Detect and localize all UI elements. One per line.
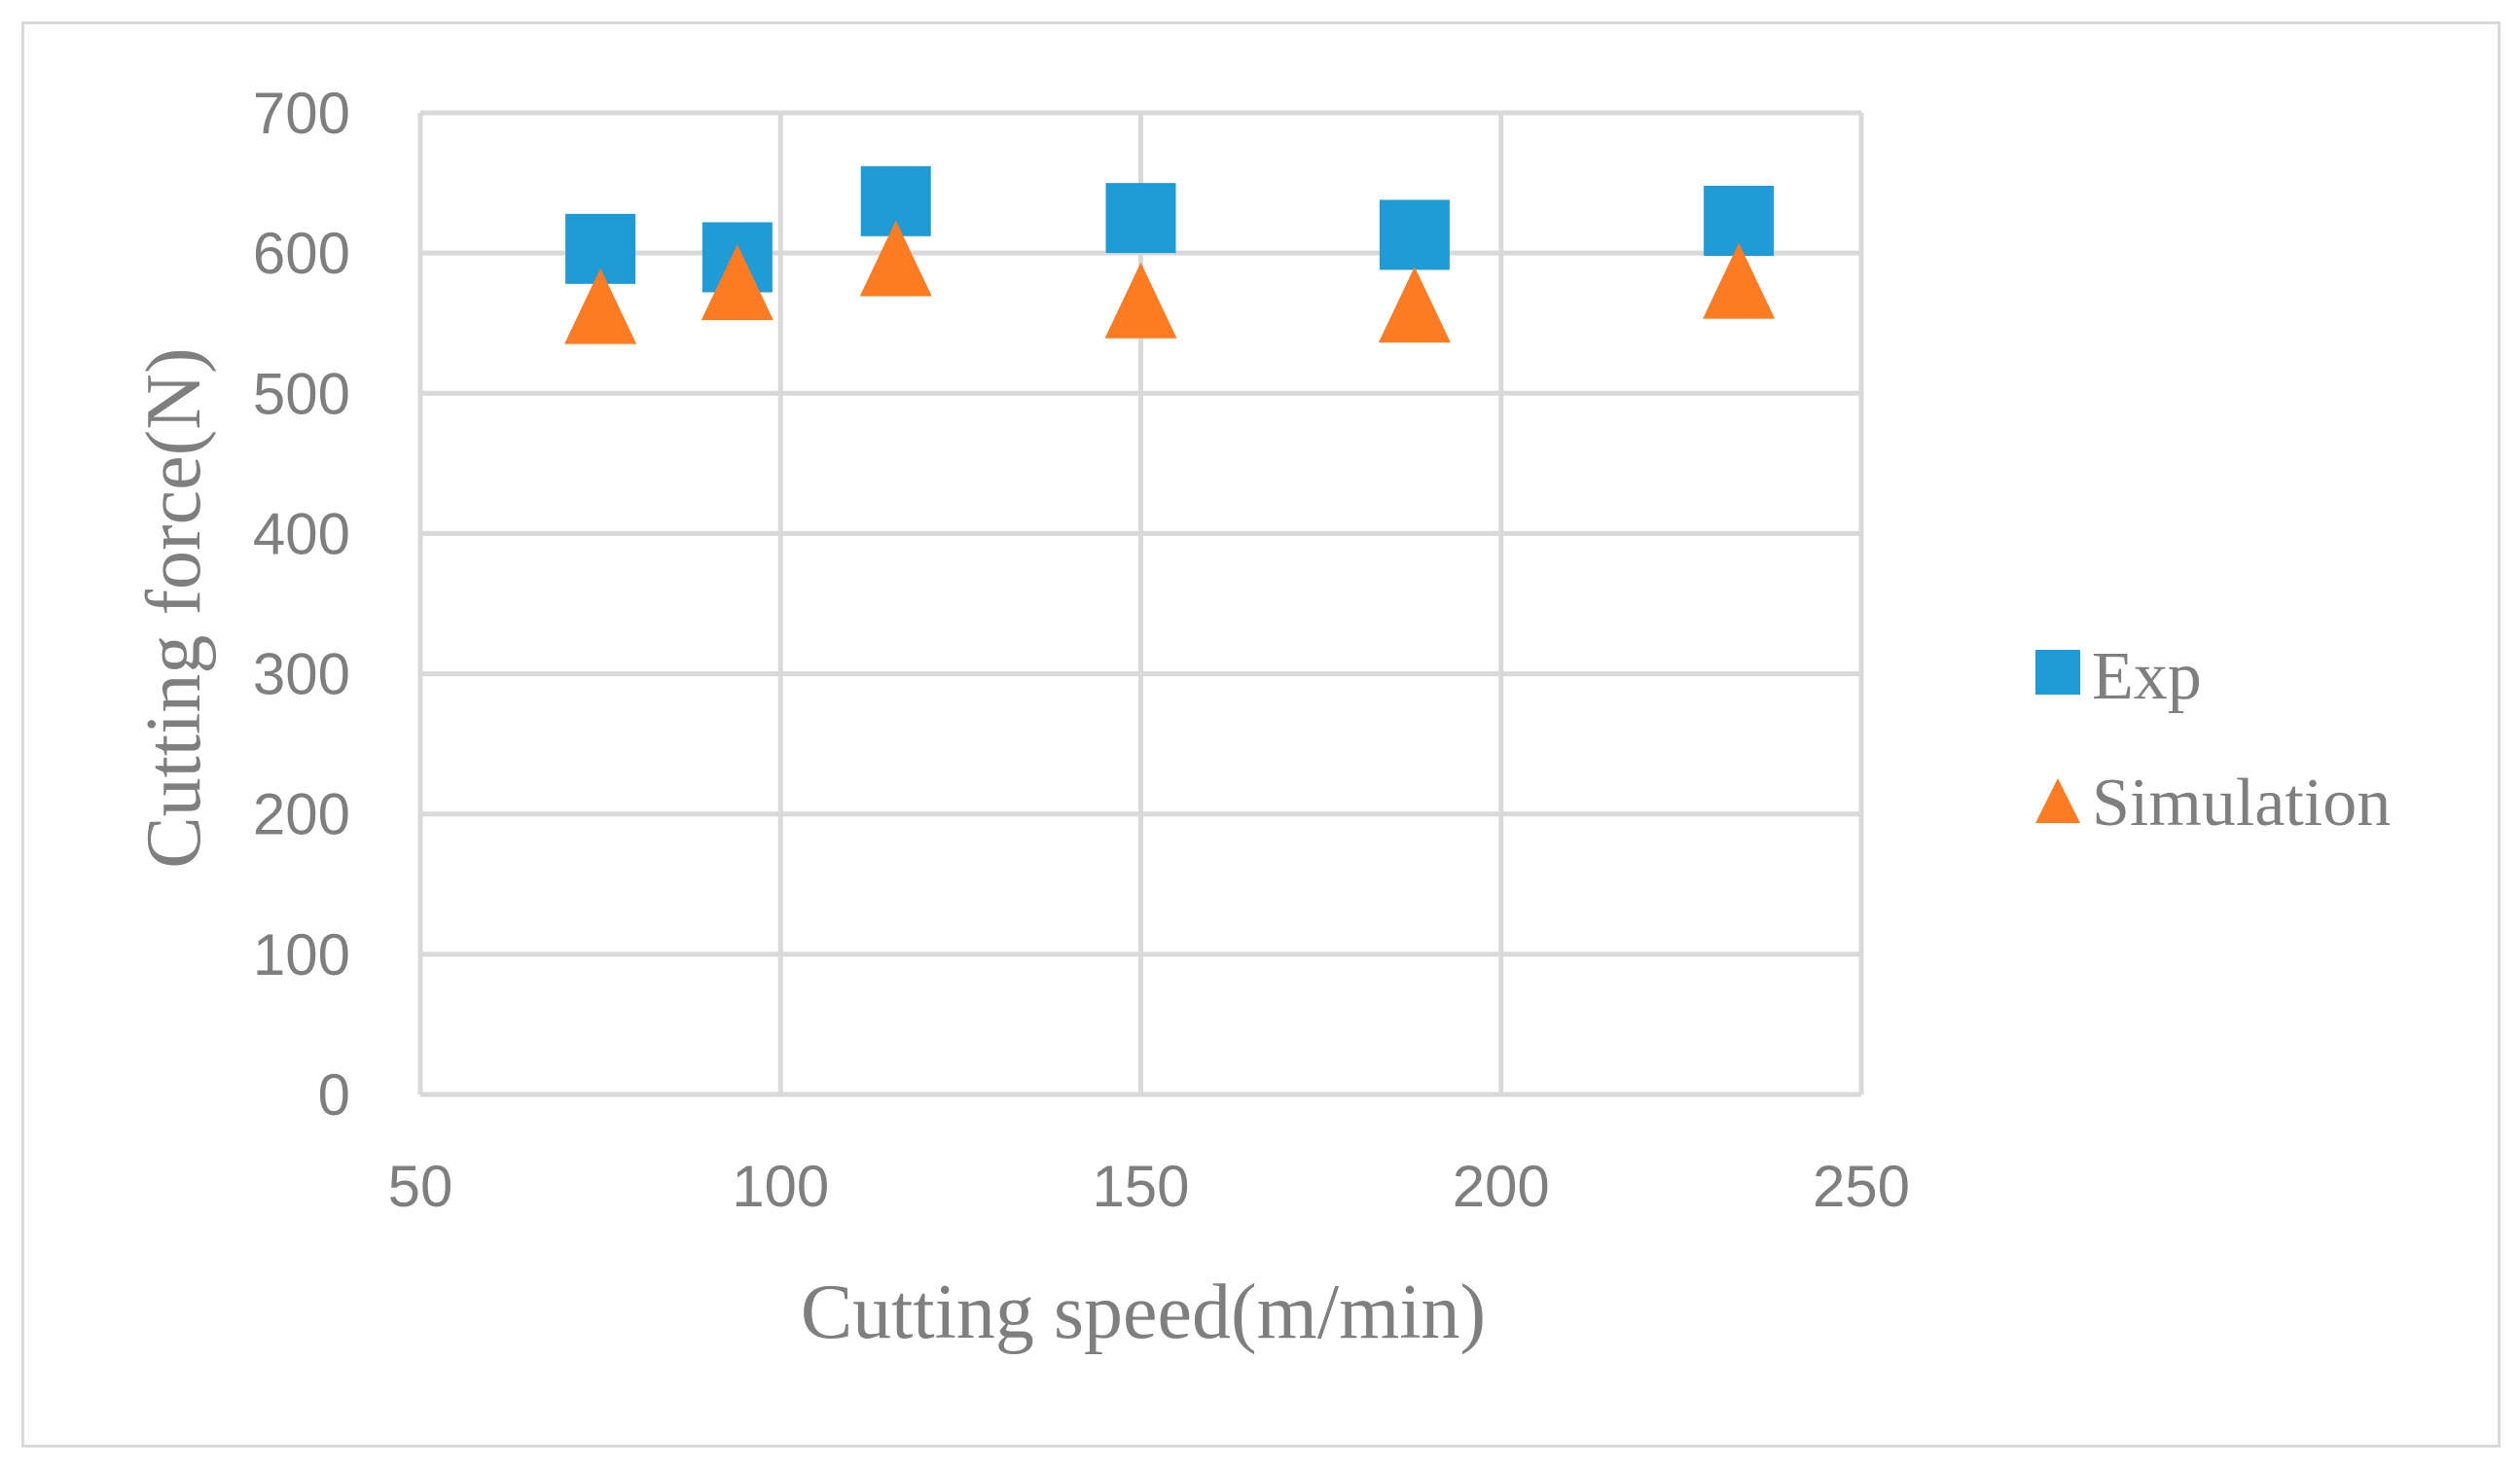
legend-marker-exp	[2035, 650, 2080, 695]
point-simulation	[1378, 267, 1451, 343]
y-tick-label: 100	[253, 922, 350, 987]
legend-label-simulation: Simulation	[2092, 766, 2391, 841]
x-tick-label: 200	[1453, 1154, 1550, 1219]
point-exp	[1105, 183, 1176, 254]
axes: 0 100 200 300 400 500 600 700 50 100 150 200 250	[253, 81, 1910, 1219]
x-tick-label: 100	[732, 1154, 829, 1219]
point-simulation	[859, 220, 932, 297]
x-tick-label: 150	[1092, 1154, 1189, 1219]
x-axis-title: Cutting speed(m/min)	[801, 1270, 1486, 1355]
y-tick-label: 200	[253, 782, 350, 847]
y-tick-label: 0	[318, 1062, 350, 1128]
legend-label-exp: Exp	[2092, 639, 2202, 714]
x-tick-label: 50	[388, 1154, 453, 1219]
y-tick-label: 400	[253, 501, 350, 566]
data-marks	[564, 165, 1776, 344]
legend: Exp Simulation	[2035, 639, 2391, 841]
point-simulation	[1703, 242, 1776, 319]
point-simulation	[1104, 262, 1177, 339]
x-tick-label: 250	[1813, 1154, 1910, 1219]
grid	[417, 110, 1864, 1097]
point-exp	[1379, 199, 1450, 270]
chart-frame	[21, 21, 2501, 1448]
y-axis-title: Cutting force(N)	[131, 347, 217, 868]
y-tick-label: 600	[253, 221, 350, 286]
y-tick-label: 500	[253, 361, 350, 426]
y-tick-label: 700	[253, 81, 350, 146]
point-simulation	[701, 244, 774, 321]
legend-marker-simulation	[2035, 778, 2080, 823]
point-simulation	[564, 268, 637, 344]
y-tick-label: 300	[253, 642, 350, 707]
